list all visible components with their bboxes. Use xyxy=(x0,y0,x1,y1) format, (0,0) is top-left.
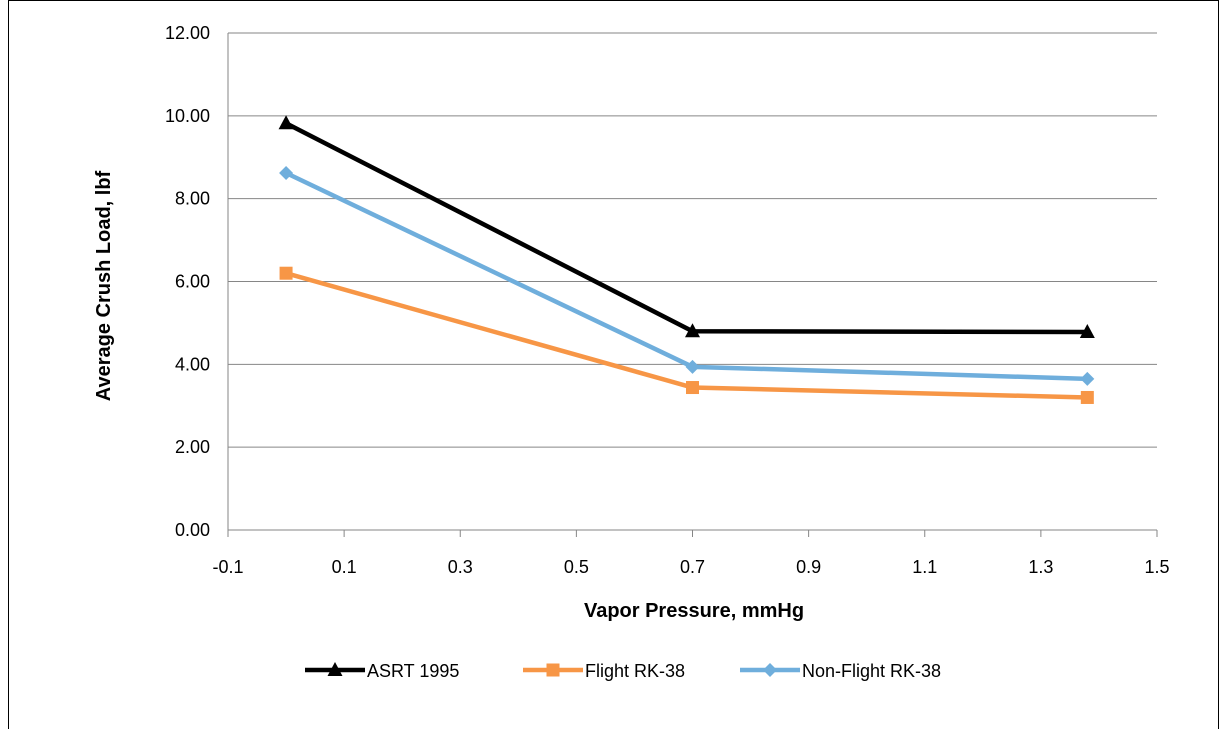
data-point xyxy=(1080,371,1095,386)
series-asrt-1995 xyxy=(278,115,1095,339)
chart-frame xyxy=(8,0,1219,729)
data-point xyxy=(685,359,700,374)
data-point xyxy=(279,266,293,280)
legend-item: Flight RK-38 xyxy=(523,661,685,681)
series-non-flight-rk-38 xyxy=(279,165,1095,386)
y-tick-label: 10.00 xyxy=(165,106,210,126)
x-tick-label: 1.3 xyxy=(1028,557,1053,577)
axes xyxy=(227,33,1158,537)
x-tick-label: 1.1 xyxy=(912,557,937,577)
series-group xyxy=(278,115,1095,404)
data-point xyxy=(1079,324,1095,339)
y-tick-label: 0.00 xyxy=(175,520,210,540)
y-tick-label: 8.00 xyxy=(175,189,210,209)
legend-label: Non-Flight RK-38 xyxy=(802,661,941,681)
y-axis-title: Average Crush Load, lbf xyxy=(93,170,115,401)
y-tick-label: 2.00 xyxy=(175,437,210,457)
y-tick-label: 12.00 xyxy=(165,23,210,43)
legend-marker xyxy=(763,663,777,677)
data-point xyxy=(278,115,294,130)
x-tick-label: 0.3 xyxy=(448,557,473,577)
x-tick-label: 0.1 xyxy=(332,557,357,577)
data-point xyxy=(685,323,700,338)
legend-label: Flight RK-38 xyxy=(585,661,685,681)
series-line xyxy=(285,170,1088,382)
x-tick-label: -0.1 xyxy=(212,557,243,577)
x-tick-label: 0.5 xyxy=(564,557,589,577)
x-tick-label: 0.7 xyxy=(680,557,705,577)
legend-marker xyxy=(546,663,560,677)
x-axis-title: Vapor Pressure, mmHg xyxy=(584,600,804,622)
legend-item: Non-Flight RK-38 xyxy=(740,661,941,681)
data-point xyxy=(1080,390,1094,404)
data-point xyxy=(686,381,699,395)
legend-label: ASRT 1995 xyxy=(367,661,459,681)
series-line xyxy=(285,121,1088,335)
y-tick-labels: 0.00 2.00 4.00 6.00 8.00 10.00 12.00 xyxy=(165,23,210,540)
y-tick-label: 6.00 xyxy=(175,272,210,292)
legend-item: ASRT 1995 xyxy=(305,661,459,681)
series-flight-rk-38 xyxy=(279,266,1094,404)
x-tick-labels: -0.1 0.1 0.3 0.5 0.7 0.9 1.1 1.3 1.5 xyxy=(212,557,1169,577)
legend: ASRT 1995 Flight RK-38 Non-Flight RK-38 xyxy=(305,661,941,681)
legend-marker xyxy=(327,662,343,676)
x-tick-label: 1.5 xyxy=(1144,557,1169,577)
x-tick-label: 0.9 xyxy=(796,557,821,577)
data-point xyxy=(279,165,294,180)
y-tick-label: 4.00 xyxy=(175,354,210,374)
